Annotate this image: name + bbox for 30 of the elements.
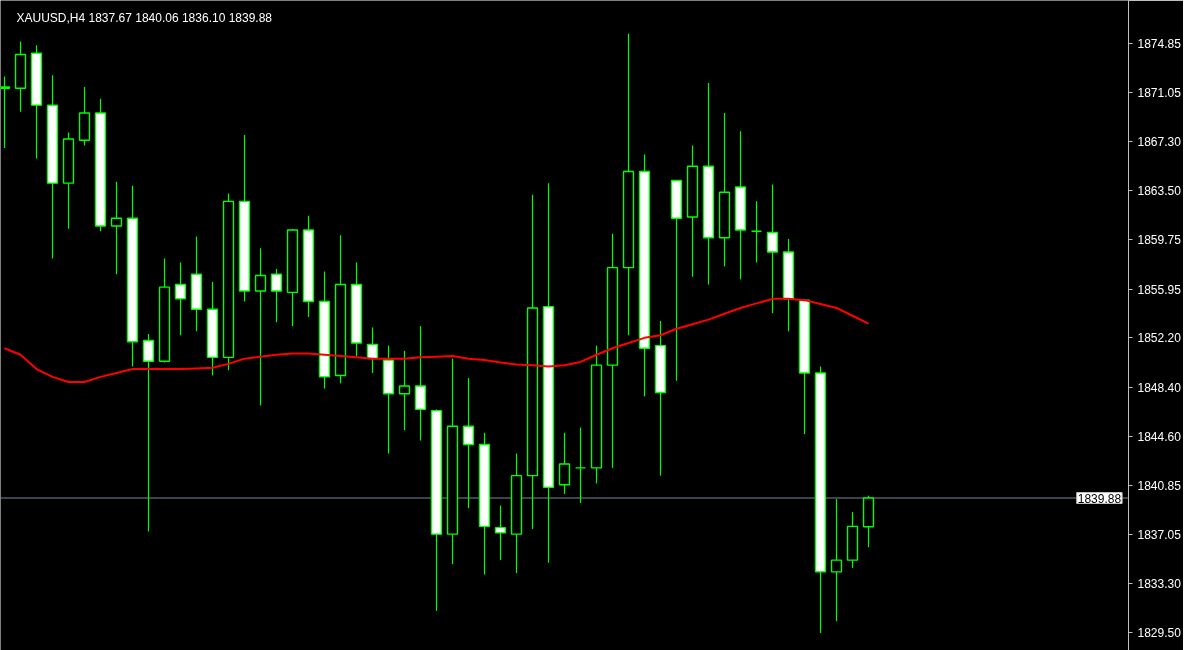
- text: XAUUSD,H4 1837.67 1840.06 1836.10 1839.88: [16, 10, 273, 25]
- candlestick: [414, 325, 427, 442]
- y-tick-label: 1837.05: [1137, 528, 1182, 543]
- y-tick-label: 1848.40: [1137, 380, 1182, 395]
- y-tick-label: 1863.50: [1137, 184, 1182, 199]
- y-tick-label: 1874.85: [1137, 36, 1182, 51]
- y-tick-label: 1859.75: [1137, 233, 1182, 248]
- ref-line-label: 1839.88: [1077, 491, 1122, 506]
- candlestick: [750, 200, 763, 264]
- candlestick: [830, 498, 843, 622]
- candlestick: [494, 504, 507, 561]
- y-tick-label: 1852.20: [1137, 331, 1182, 346]
- candlestick: [254, 247, 267, 407]
- y-tick-label: 1833.30: [1137, 577, 1182, 592]
- candlestick: [574, 426, 587, 504]
- y-tick-label: 1840.85: [1137, 478, 1182, 493]
- y-tick-label: 1855.95: [1137, 282, 1182, 297]
- candlestick: [462, 377, 475, 509]
- line-series: [3, 297, 870, 384]
- candlestick: [142, 333, 155, 533]
- candlestick: [270, 268, 283, 323]
- candlestick: [398, 350, 411, 431]
- y-tick-label: 1867.30: [1137, 135, 1182, 150]
- y-tick-label: 1829.50: [1137, 626, 1182, 641]
- candlestick: [766, 183, 779, 314]
- candlestick: [558, 432, 571, 495]
- y-tick-label: 1871.05: [1137, 86, 1182, 101]
- y-tick-label: 1844.60: [1137, 430, 1182, 445]
- candlestick: [174, 261, 187, 336]
- candlestick: [110, 181, 123, 275]
